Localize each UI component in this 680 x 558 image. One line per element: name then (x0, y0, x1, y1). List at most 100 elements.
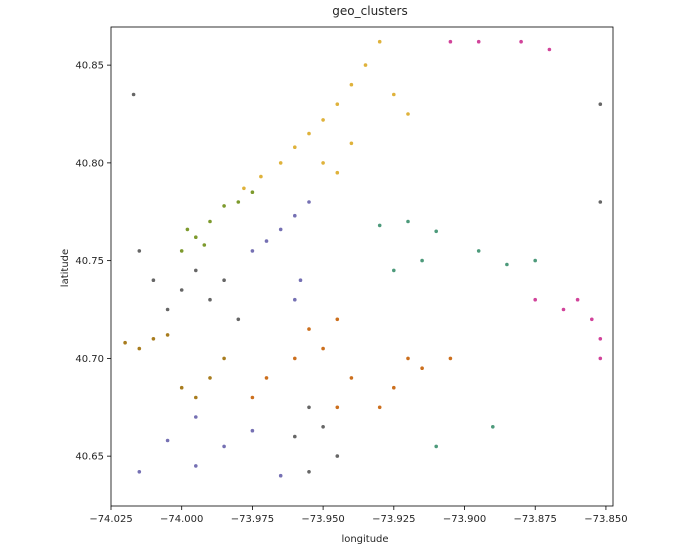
scatter-point (590, 317, 594, 322)
scatter-point (448, 356, 453, 361)
scatter-point (598, 200, 603, 204)
scatter-point (264, 376, 269, 380)
scatter-point (377, 223, 382, 228)
scatter-point (222, 278, 226, 283)
scatter-point (575, 297, 580, 302)
scatter-point (307, 405, 311, 410)
scatter-point (242, 186, 246, 191)
scatter-point (321, 346, 325, 351)
scatter-point (392, 92, 396, 97)
plot-frame (110, 26, 614, 507)
scatter-point (533, 258, 537, 263)
chart-title: geo_clusters (332, 4, 407, 18)
x-tick-label: −73.950 (301, 514, 344, 525)
scatter-point (137, 249, 142, 253)
scatter-point (448, 39, 453, 44)
scatter-point (307, 200, 311, 204)
scatter-point (349, 141, 354, 146)
scatter-point (137, 346, 142, 351)
x-tick-label: −73.850 (584, 514, 627, 525)
scatter-point (131, 92, 136, 97)
scatter-point (349, 82, 354, 87)
scatter-point (598, 337, 603, 341)
scatter-point (491, 425, 495, 429)
scatter-point (307, 327, 311, 331)
scatter-point (298, 278, 303, 283)
scatter-point (222, 204, 226, 208)
scatter-point (321, 118, 325, 122)
scatter-point (420, 366, 424, 371)
scatter-point (598, 102, 603, 106)
x-tick-label: −73.975 (231, 514, 274, 525)
y-tick-label: 40.75 (75, 256, 104, 267)
scatter-point (165, 438, 170, 443)
y-tick-label: 40.70 (75, 354, 104, 365)
x-tick-label: −74.025 (89, 514, 132, 525)
scatter-point (533, 297, 537, 302)
scatter-point (307, 131, 311, 136)
scatter-point (561, 307, 566, 312)
scatter-point (293, 434, 297, 439)
x-tick-label: −74.000 (160, 514, 203, 525)
scatter-point (194, 415, 198, 419)
scatter-point (434, 444, 439, 449)
scatter-point (264, 239, 269, 243)
scatter-point (236, 317, 241, 322)
scatter-point (165, 333, 170, 337)
scatter-point (151, 278, 156, 283)
scatter-point (208, 297, 212, 302)
scatter-point (335, 317, 340, 322)
scatter-point (151, 337, 156, 341)
scatter-point (420, 258, 424, 263)
scatter-point (165, 307, 170, 312)
scatter-point (406, 112, 410, 116)
scatter-point (278, 473, 283, 478)
scatter-point (278, 161, 283, 165)
x-tick-label: −73.900 (443, 514, 486, 525)
scatter-point (335, 454, 340, 458)
scatter-point (598, 356, 603, 361)
scatter-point (392, 268, 396, 273)
scatter-point (321, 161, 325, 165)
scatter-point (307, 470, 311, 474)
scatter-point (321, 425, 325, 429)
scatter-point (476, 249, 481, 253)
y-tick-label: 40.65 (75, 452, 104, 463)
scatter-point (250, 395, 255, 400)
scatter-point (137, 470, 142, 474)
scatter-point (236, 200, 241, 204)
x-tick-label: −73.925 (372, 514, 415, 525)
points-layer (123, 39, 603, 478)
scatter-point (547, 47, 552, 52)
scatter-point (505, 262, 509, 267)
scatter-point (179, 385, 184, 390)
scatter-point (377, 405, 382, 410)
scatter-point (278, 227, 283, 232)
scatter-point (293, 145, 297, 149)
scatter-point (222, 356, 226, 361)
scatter-point (179, 249, 184, 253)
scatter-point (349, 376, 354, 380)
scatter-point (259, 174, 263, 179)
x-axis-label: longitude (341, 534, 388, 545)
scatter-point (222, 444, 226, 449)
scatter-point (123, 340, 127, 345)
scatter-point (194, 464, 198, 468)
scatter-point (194, 268, 198, 273)
y-tick-label: 40.85 (75, 61, 104, 72)
scatter-point (406, 356, 410, 361)
scatter-point (208, 219, 212, 224)
axes-layer: −74.025 −74.000 −73.975 −73.950 −73.925 −73.9… (75, 26, 628, 525)
scatter-point (185, 227, 190, 232)
scatter-point (335, 102, 340, 106)
scatter-point (293, 297, 297, 302)
scatter-point (194, 395, 198, 400)
scatter-point (363, 63, 368, 67)
scatter-point (476, 39, 481, 44)
scatter-point (250, 249, 255, 253)
scatter-point (202, 243, 207, 247)
scatter-point (377, 39, 382, 44)
scatter-point (434, 229, 439, 234)
